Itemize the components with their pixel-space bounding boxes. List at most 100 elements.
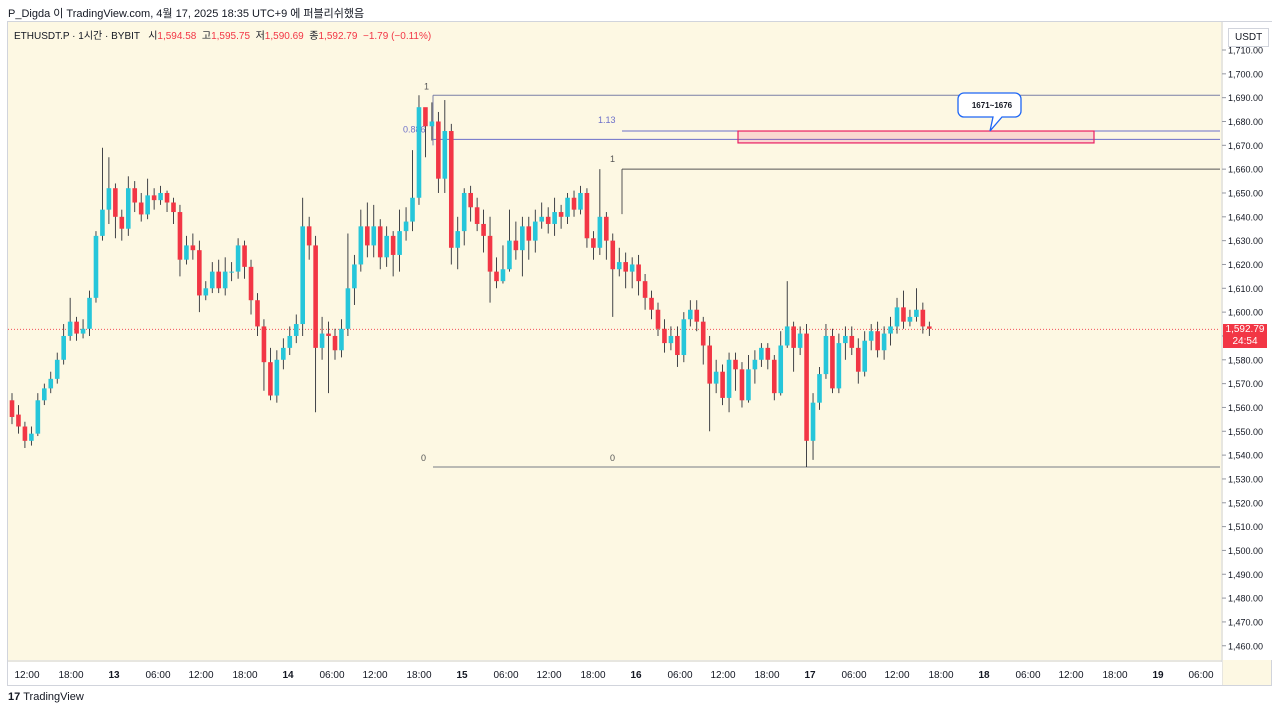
candle-body-up [500,269,506,282]
time-tick-label: 06:00 [493,670,518,681]
drawing-layer[interactable]: 1 0.886 0 1.13 1 0 1671~1676 [403,81,1220,468]
zone-callout-bubble[interactable] [957,92,1022,132]
time-tick-label: 18:00 [1102,670,1127,681]
candle-body-up [222,271,228,289]
candle-body-down [113,188,118,217]
candle-body-down [306,226,312,246]
candle-body-down [365,226,370,246]
fib2-label-113: 1.13 [598,115,616,125]
candle-body-down [423,107,428,127]
candle-body-up [54,359,60,379]
symbol-name[interactable]: ETHUSDT.P · 1시간 · BYBIT [14,31,140,42]
candle-body-up [597,216,603,248]
candle-body-down [739,369,745,401]
candle-body-up [274,359,280,396]
candle-body-down [901,307,906,322]
candle-body-up [235,245,241,272]
candle-body-up [668,335,674,344]
candle-body-down [16,414,21,427]
candle-body-down [513,240,519,251]
candle-body-up [532,221,538,241]
price-tick-label: 1,690.00 [1228,93,1263,103]
time-tick-label: 06:00 [1015,670,1040,681]
time-tick-label: 06:00 [319,670,344,681]
fib2-label-1: 1 [610,154,615,164]
change-value: −1.79 (−0.11%) [363,31,432,42]
candle-body-down [216,271,222,289]
candle-body-down [390,235,396,255]
axis-layer: 1,710.00 1,700.00 1,690.00 1,680.00 1,670.00… [7,21,1272,686]
candle-body-down [642,281,648,298]
candle-body-up [752,359,758,370]
candle-body-down [487,235,493,272]
price-tick-label: 1,540.00 [1228,451,1263,461]
time-tick-label: 12:00 [362,670,387,681]
candle-body-down [662,328,667,344]
candle-body-up [862,340,868,372]
candle-body-up [125,188,131,229]
candle-body-up [629,264,635,272]
price-tick-label: 1,640.00 [1228,212,1263,222]
candle-body-up [100,209,105,236]
candle-body-down [332,335,338,351]
price-tick-label: 1,670.00 [1228,141,1263,151]
price-tick-label: 1,550.00 [1228,427,1263,437]
candle-body-up [352,264,357,289]
candle-body-down [655,309,661,329]
candle-body-down [526,226,532,241]
time-tick-label: 18:00 [754,670,779,681]
candle-body-up [881,333,887,351]
candle-body-up [520,226,525,251]
time-tick-label: 19 [1152,670,1164,681]
price-tick-label: 1,520.00 [1228,498,1263,508]
chart-frame[interactable] [7,21,1272,686]
candle-body-down [242,245,247,267]
candle-body-up [616,262,622,270]
candle-body-down [494,271,499,282]
target-zone-rect[interactable] [737,130,1095,144]
candle-body-down [448,131,454,248]
candle-body-up [778,345,784,394]
candle-body-up [319,333,325,348]
candle-body-down [436,121,441,179]
candle-body-up [843,335,848,344]
candle-body-up [797,333,803,348]
fib1-label-0: 0 [421,453,426,463]
price-tick-label: 1,680.00 [1228,117,1263,127]
price-tick-label: 1,460.00 [1228,641,1263,651]
time-tick-label: 18:00 [58,670,83,681]
candle-body-up [371,226,377,246]
tradingview-footer[interactable]: 17 TradingView [8,691,84,703]
time-tick-label: 06:00 [667,670,692,681]
candle-body-down [855,347,861,372]
candle-body-down [132,188,138,203]
price-tick-label: 1,490.00 [1228,570,1263,580]
currency-button[interactable]: USDT [1228,28,1270,47]
time-tick-label: 18:00 [232,670,257,681]
fib1-label-1: 1 [424,81,429,91]
price-tick-label: 1,630.00 [1228,236,1263,246]
price-tick-label: 1,620.00 [1228,260,1263,270]
candle-body-up [48,378,54,389]
candle-body-up [823,335,829,375]
symbol-legend[interactable]: ETHUSDT.P · 1시간 · BYBIT 시1,594.58 고1,595… [14,27,431,42]
price-tick-label: 1,560.00 [1228,403,1263,413]
candle-body-up [914,309,919,317]
candle-body-down [733,359,738,370]
time-tick-label: 12:00 [1058,670,1083,681]
candle-body-down [849,335,855,348]
time-tick-label: 13 [108,670,120,681]
candle-body-down [610,240,616,270]
candle-body-up [565,197,570,217]
time-axis-bg [8,662,1222,685]
candle-body-down [591,238,596,248]
candle-body-down [649,297,654,310]
time-tick-label: 18:00 [580,670,605,681]
candle-body-up [358,226,364,265]
candle-body-up [281,347,286,360]
low-label: 저 [255,31,265,42]
price-tick-label: 1,530.00 [1228,474,1263,484]
candles-layer [9,95,932,468]
candle-body-up [106,188,112,210]
